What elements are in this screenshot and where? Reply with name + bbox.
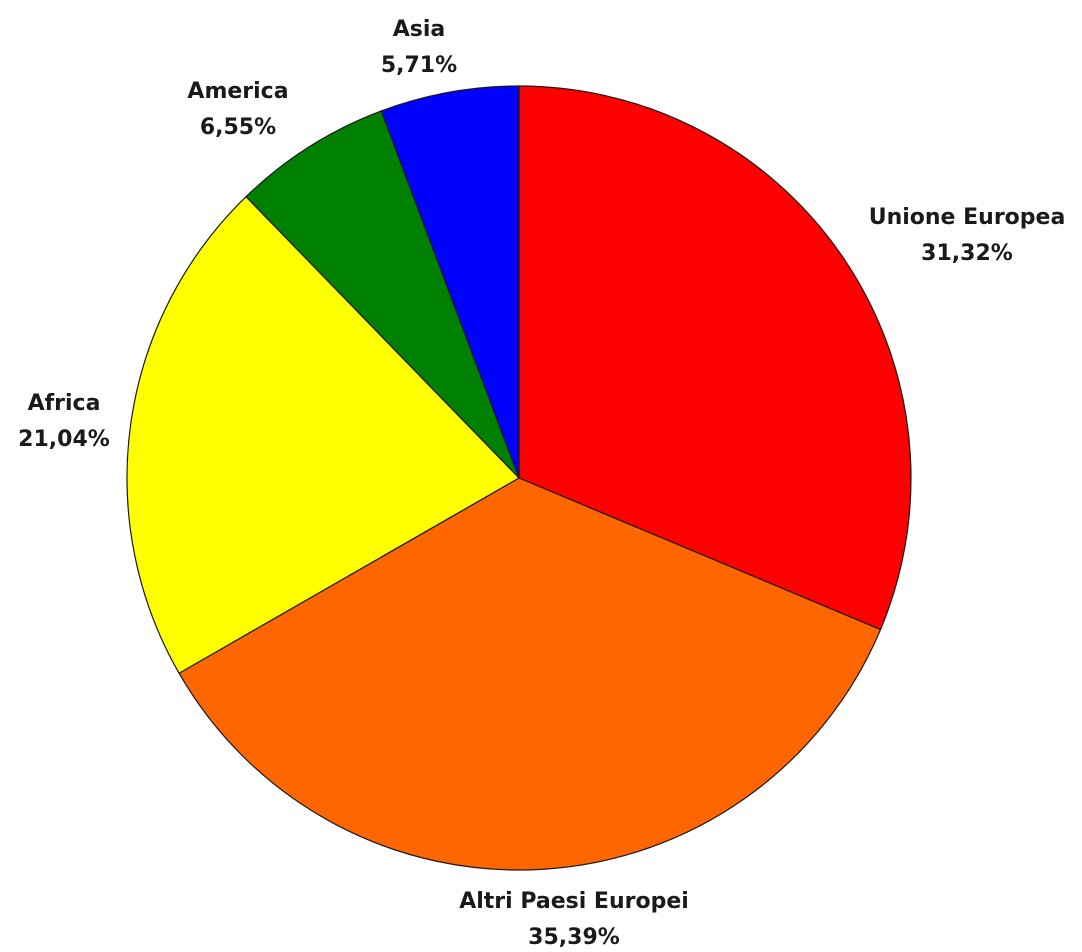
slice-name: Africa bbox=[28, 391, 101, 416]
slice-name: Altri Paesi Europei bbox=[459, 889, 689, 914]
pie-slice-altri-paesi-europei bbox=[178, 477, 882, 871]
slice-label-africa: Africa 21,04% bbox=[18, 391, 110, 452]
pie-slice-africa bbox=[126, 195, 520, 675]
pie-slice-unione-europea bbox=[518, 85, 912, 631]
pie-labels: Unione Europea 31,32% Altri Paesi Europei 3… bbox=[18, 17, 1065, 950]
slice-name: Unione Europea bbox=[869, 205, 1066, 230]
slice-percent: 35,39% bbox=[528, 925, 620, 950]
slice-name: Asia bbox=[393, 17, 446, 42]
slice-label-america: America 6,55% bbox=[187, 79, 288, 140]
slice-label-unione-europea: Unione Europea 31,32% bbox=[869, 205, 1066, 266]
slice-label-altri-paesi-europei: Altri Paesi Europei 35,39% bbox=[459, 889, 689, 950]
slice-percent: 21,04% bbox=[18, 427, 110, 452]
slice-percent: 6,55% bbox=[200, 115, 276, 140]
pie-slice-asia bbox=[380, 85, 520, 479]
slice-label-asia: Asia 5,71% bbox=[381, 17, 457, 78]
slice-percent: 5,71% bbox=[381, 53, 457, 78]
slice-percent: 31,32% bbox=[921, 241, 1013, 266]
pie-slice-america bbox=[245, 110, 520, 479]
slice-name: America bbox=[187, 79, 288, 104]
pie-slices bbox=[126, 85, 912, 871]
